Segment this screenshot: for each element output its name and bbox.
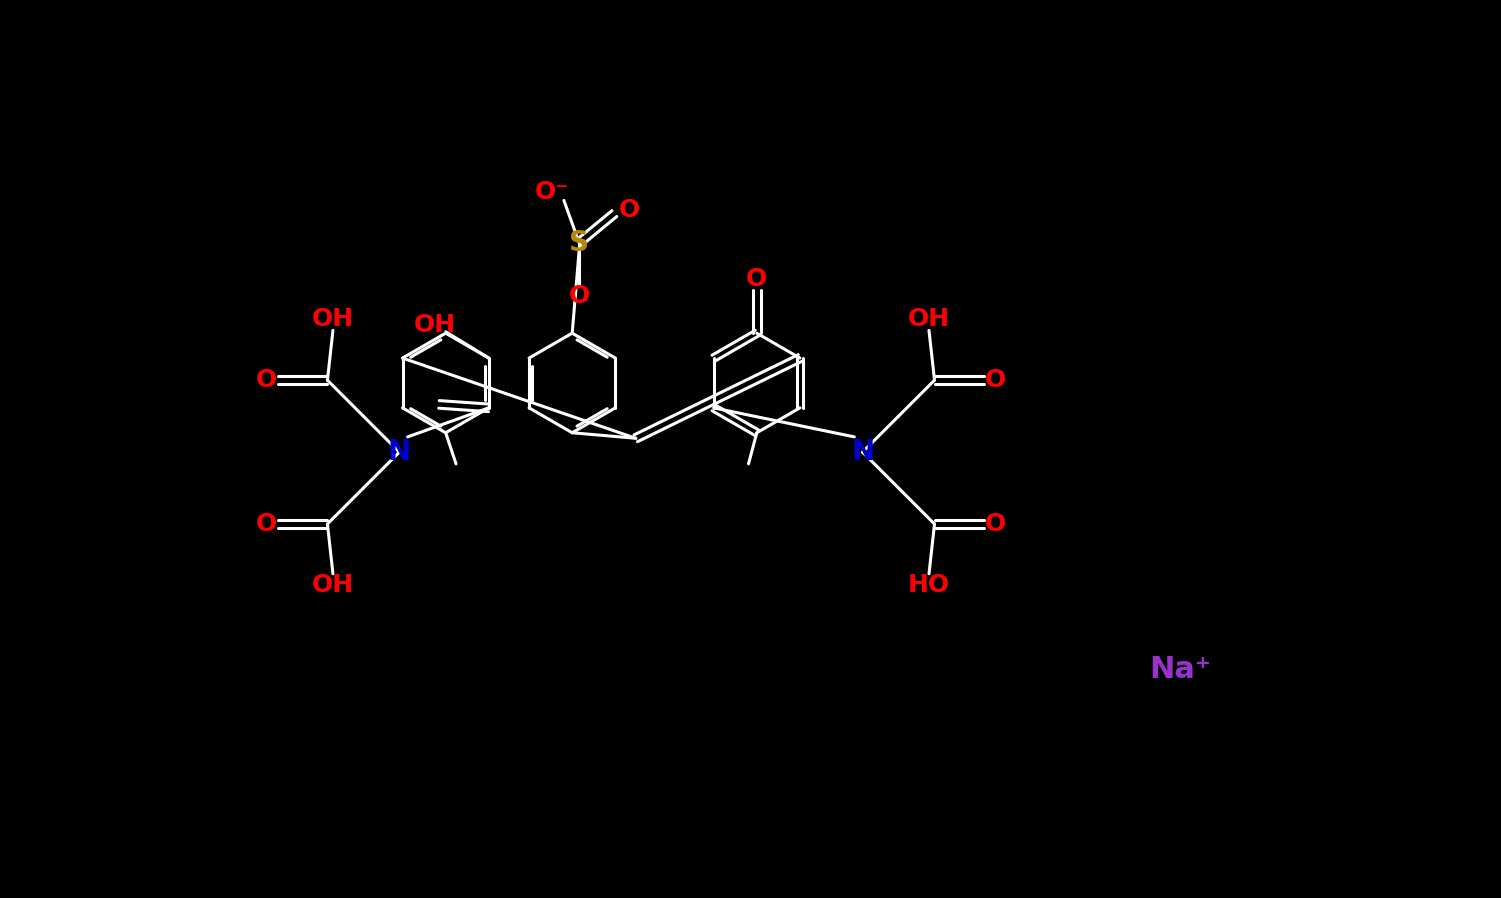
Text: O: O <box>257 368 278 392</box>
Text: N: N <box>387 438 411 466</box>
Text: O: O <box>985 512 1006 536</box>
Text: N: N <box>851 438 874 466</box>
Text: HO: HO <box>908 573 950 597</box>
Text: OH: OH <box>312 307 354 331</box>
Text: O: O <box>569 284 590 308</box>
Text: O: O <box>257 512 278 536</box>
Text: Na⁺: Na⁺ <box>1150 655 1211 683</box>
Text: S: S <box>569 229 588 257</box>
Text: O: O <box>618 198 641 222</box>
Text: OH: OH <box>908 307 950 331</box>
Text: OH: OH <box>414 313 456 337</box>
Text: O: O <box>985 368 1006 392</box>
Text: OH: OH <box>312 573 354 597</box>
Text: O: O <box>746 268 767 291</box>
Text: O⁻: O⁻ <box>534 180 569 204</box>
